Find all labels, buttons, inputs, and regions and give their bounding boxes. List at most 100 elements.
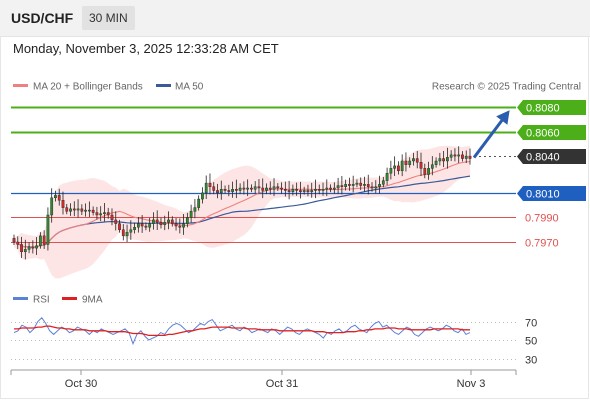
candle [144, 222, 148, 231]
level-tag-3: 0.8010 [517, 186, 586, 201]
candle [57, 188, 61, 206]
candle [340, 175, 344, 195]
ma50-line [13, 175, 471, 248]
candle [261, 178, 265, 199]
candle [204, 175, 208, 199]
candle [50, 188, 54, 223]
candle [234, 179, 238, 199]
level-label-1: 0.8060 [526, 128, 560, 140]
candle [35, 237, 38, 256]
candle [276, 183, 280, 191]
candle [442, 150, 445, 168]
candle [415, 150, 419, 169]
candle [159, 217, 163, 229]
candle [351, 175, 355, 193]
forecast-arrow-head [496, 110, 510, 125]
candle [167, 211, 170, 230]
candle [370, 182, 374, 192]
level-label-5: 0.7970 [525, 238, 559, 250]
candle [272, 178, 276, 197]
candle [438, 152, 442, 166]
candle [118, 219, 121, 233]
candle [446, 147, 449, 169]
candle [310, 182, 314, 198]
candle [80, 204, 84, 216]
candle [238, 183, 242, 195]
candle [325, 179, 329, 197]
chart-frame [0, 36, 589, 399]
level-labels: 0.8080 0.8060 0.8040 0.8010 0.7990 0.7970 [517, 100, 586, 250]
x-tick-label: Nov 3 [457, 378, 486, 390]
candle [65, 203, 69, 215]
candle [374, 180, 378, 194]
ma9-legend-swatch [62, 297, 77, 300]
candle [152, 212, 155, 230]
candle [39, 232, 42, 249]
price-levels [11, 106, 516, 243]
candle [250, 184, 253, 193]
candle [423, 163, 427, 179]
candle [287, 180, 291, 200]
candle [253, 181, 257, 194]
rsi-line [13, 317, 471, 346]
candle [27, 242, 31, 254]
candle [242, 181, 246, 195]
ma50-legend-swatch [156, 84, 171, 87]
credit-label: Research © 2025 Trading Central [432, 82, 581, 93]
candle [461, 151, 464, 162]
candle [31, 240, 35, 254]
candle [227, 184, 231, 197]
candle [88, 201, 91, 217]
candle [170, 216, 174, 227]
x-tick-label: Oct 30 [65, 378, 97, 390]
candle [46, 207, 50, 251]
candle [299, 181, 302, 199]
candle [84, 203, 87, 217]
candle [133, 222, 136, 234]
candle [54, 190, 57, 202]
candle [246, 179, 250, 197]
ma20-legend-label: MA 20 + Bollinger Bands [33, 82, 143, 93]
forecast-arrow-shaft [472, 114, 508, 159]
candle [42, 230, 46, 249]
x-tick-label: Oct 31 [266, 378, 298, 390]
candle [280, 182, 283, 194]
candle [389, 160, 393, 180]
candle [397, 161, 400, 175]
candle [332, 182, 336, 194]
candle [61, 191, 65, 215]
candle [381, 176, 385, 188]
candle [148, 217, 152, 232]
candle [223, 185, 227, 194]
level-tag-0: 0.8080 [517, 100, 586, 115]
candle [419, 152, 423, 177]
candle [314, 179, 317, 199]
candle [408, 157, 412, 168]
rsi-tick-70: 70 [525, 318, 537, 330]
level-tag-1: 0.8060 [517, 125, 586, 140]
candle [355, 179, 359, 188]
candle [317, 184, 321, 195]
candle [125, 224, 129, 242]
candle [114, 211, 118, 231]
candle [23, 239, 27, 260]
candle [457, 146, 461, 163]
candle [189, 204, 193, 223]
candle [72, 201, 76, 217]
instrument-label: USD/CHF [11, 10, 74, 26]
candle [216, 183, 219, 199]
rsi-panel: 70 50 30 [11, 317, 537, 367]
ma50-legend-label: MA 50 [175, 82, 204, 93]
candle [91, 206, 95, 216]
candle [201, 187, 204, 204]
rsi-tick-30: 30 [525, 355, 537, 367]
candle [99, 206, 103, 222]
candlesticks [12, 146, 472, 260]
level-label-4: 0.7990 [525, 213, 559, 225]
candle [344, 179, 348, 191]
rsi-legend-swatch [13, 297, 28, 300]
candle [427, 161, 430, 180]
candle [110, 208, 114, 226]
timeframe-button[interactable]: 30 MIN [82, 6, 135, 30]
